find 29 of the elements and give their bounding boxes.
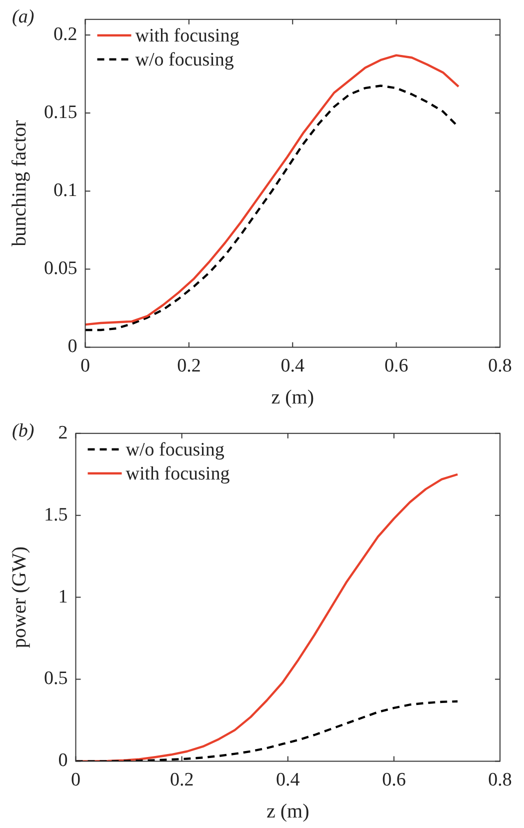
x-axis-title: z (m) bbox=[271, 386, 314, 408]
y-tick-label: 0.2 bbox=[54, 24, 78, 45]
x-tick-label: 0.8 bbox=[488, 770, 512, 791]
x-tick-label: 0.4 bbox=[280, 356, 305, 377]
x-tick-label: 0.2 bbox=[170, 770, 194, 791]
x-tick-label: 0.6 bbox=[384, 356, 408, 377]
x-tick-label: 0.2 bbox=[177, 356, 201, 377]
legend-label: w/o focusing bbox=[126, 439, 225, 460]
y-tick-label: 0.15 bbox=[44, 102, 78, 124]
x-tick-label: 0.6 bbox=[382, 770, 406, 791]
line-series bbox=[76, 700, 459, 762]
y-axis-title: power (GW) bbox=[8, 546, 30, 648]
y-axis-title: bunching factor bbox=[8, 120, 30, 246]
y-tick-label: 0.5 bbox=[44, 668, 68, 690]
y-tick-label: 0 bbox=[58, 750, 68, 772]
y-tick-label: 1.5 bbox=[44, 504, 68, 526]
y-tick-label: 0.1 bbox=[54, 180, 78, 202]
x-tick-label: 0.8 bbox=[488, 356, 512, 377]
y-tick-label: 0 bbox=[68, 336, 78, 358]
text: (b) bbox=[12, 420, 34, 442]
x-axis-title: z (m) bbox=[266, 800, 310, 822]
legend-label: w/o focusing bbox=[135, 49, 234, 70]
y-tick-label: 0.05 bbox=[44, 258, 78, 280]
y-tick-label: 1 bbox=[58, 586, 68, 608]
legend-label: with focusing bbox=[135, 25, 240, 46]
x-tick-label: 0.4 bbox=[276, 770, 300, 791]
legend-label: with focusing bbox=[126, 463, 230, 484]
y-tick-label: 2 bbox=[58, 422, 68, 444]
text: (a) bbox=[12, 6, 34, 28]
